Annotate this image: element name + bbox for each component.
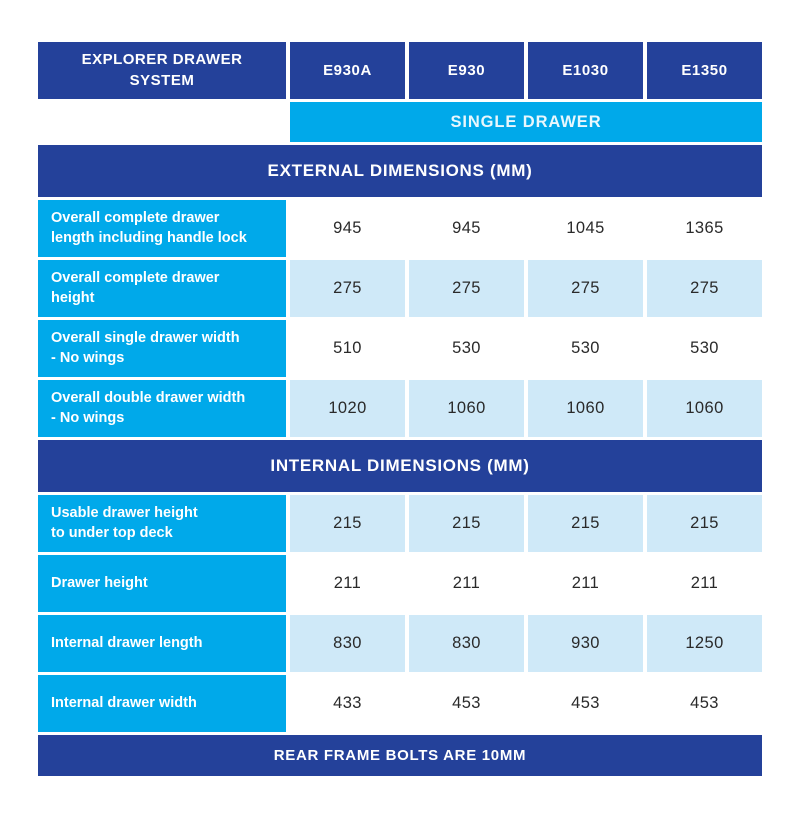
value-cell: 275: [290, 260, 405, 317]
value-cell: 1060: [647, 380, 762, 437]
value-cell: 215: [409, 495, 524, 552]
value-cell: 1020: [290, 380, 405, 437]
value-cell: 453: [409, 675, 524, 732]
column-header-e1350: E1350: [647, 42, 762, 99]
value-cell: 453: [647, 675, 762, 732]
value-cell: 275: [647, 260, 762, 317]
value-cell: 930: [528, 615, 643, 672]
row-label: Overall complete drawer length including…: [38, 200, 286, 257]
row-label: Overall single drawer width - No wings: [38, 320, 286, 377]
spacer-cell: [38, 102, 286, 142]
footer-note: REAR FRAME BOLTS ARE 10MM: [38, 735, 762, 776]
value-cell: 215: [528, 495, 643, 552]
value-cell: 215: [647, 495, 762, 552]
value-cell: 211: [290, 555, 405, 612]
explorer-drawer-spec-table: EXPLORER DRAWER SYSTEM E930A E930 E1030 …: [38, 42, 762, 776]
value-cell: 530: [647, 320, 762, 377]
value-cell: 510: [290, 320, 405, 377]
value-cell: 1060: [528, 380, 643, 437]
section-header-external: EXTERNAL DIMENSIONS (MM): [38, 145, 762, 197]
row-label: Internal drawer width: [38, 675, 286, 732]
row-label: Internal drawer length: [38, 615, 286, 672]
value-cell: 1060: [409, 380, 524, 437]
value-cell: 275: [409, 260, 524, 317]
value-cell: 1365: [647, 200, 762, 257]
value-cell: 211: [409, 555, 524, 612]
value-cell: 530: [409, 320, 524, 377]
value-cell: 1045: [528, 200, 643, 257]
row-label: Overall double drawer width - No wings: [38, 380, 286, 437]
value-cell: 830: [290, 615, 405, 672]
value-cell: 1250: [647, 615, 762, 672]
section-header-internal: INTERNAL DIMENSIONS (MM): [38, 440, 762, 492]
row-label: Usable drawer height to under top deck: [38, 495, 286, 552]
value-cell: 211: [647, 555, 762, 612]
row-label: Overall complete drawer height: [38, 260, 286, 317]
value-cell: 215: [290, 495, 405, 552]
column-group-label: SINGLE DRAWER: [290, 102, 762, 142]
value-cell: 433: [290, 675, 405, 732]
column-header-e930: E930: [409, 42, 524, 99]
value-cell: 275: [528, 260, 643, 317]
value-cell: 945: [409, 200, 524, 257]
row-label: Drawer height: [38, 555, 286, 612]
value-cell: 830: [409, 615, 524, 672]
value-cell: 945: [290, 200, 405, 257]
value-cell: 211: [528, 555, 643, 612]
value-cell: 453: [528, 675, 643, 732]
table-title: EXPLORER DRAWER SYSTEM: [38, 42, 286, 99]
value-cell: 530: [528, 320, 643, 377]
column-header-e1030: E1030: [528, 42, 643, 99]
column-header-e930a: E930A: [290, 42, 405, 99]
